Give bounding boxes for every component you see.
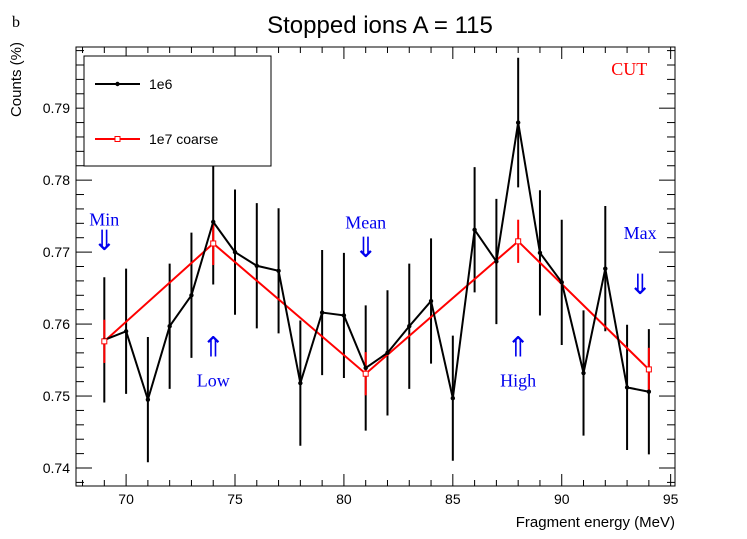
x-tick-label: 90 xyxy=(554,491,570,507)
point-1e6 xyxy=(145,397,151,402)
arrow-min-icon: ⇓ xyxy=(93,225,116,256)
point-1e6 xyxy=(603,266,608,271)
axes: 70 75 80 85 90 95 0.74 0.75 0.76 0.77 0.78 0.79 xyxy=(43,46,679,507)
panel-label: b xyxy=(12,14,20,31)
arrow-mean-icon: ⇓ xyxy=(354,232,377,263)
series-line-1e6 xyxy=(103,122,650,404)
x-tick-label: 80 xyxy=(336,491,352,507)
annotation-max: Max xyxy=(624,223,657,243)
point-1e6 xyxy=(494,259,499,264)
y-tick-label: 0.75 xyxy=(43,388,70,404)
point-1e6 xyxy=(385,350,390,356)
chart-title: Stopped ions A = 115 xyxy=(267,12,493,39)
point-1e6 xyxy=(167,324,172,329)
y-axis-label: Counts (%) xyxy=(8,42,25,117)
x-tick-label: 85 xyxy=(445,491,461,507)
arrow-low-icon: ⇑ xyxy=(201,331,224,362)
x-tick-label: 70 xyxy=(118,491,134,507)
point-1e7-coarse xyxy=(515,238,522,245)
y-tick-label: 0.78 xyxy=(43,172,70,188)
annotation-cut: CUT xyxy=(611,59,647,79)
legend-box xyxy=(83,55,272,167)
annotation-mean: Mean xyxy=(345,212,386,232)
series-layer xyxy=(101,57,652,463)
point-1e6 xyxy=(581,370,586,376)
legend-marker-1e6 xyxy=(115,81,120,87)
legend: 1e6 1e7 coarse xyxy=(83,55,272,167)
x-tick-label: 75 xyxy=(227,491,243,507)
point-1e6 xyxy=(319,310,325,315)
point-1e7-coarse xyxy=(645,366,652,373)
point-1e6 xyxy=(123,329,129,334)
annotation-low: Low xyxy=(197,371,230,391)
annotation-min: Min xyxy=(89,209,119,229)
legend-label-1e7-coarse: 1e7 coarse xyxy=(149,131,218,147)
x-axis-label: Fragment energy (MeV) xyxy=(516,514,675,531)
point-1e7-coarse xyxy=(210,240,217,247)
y-tick-label: 0.74 xyxy=(43,460,70,476)
legend-marker-1e7-coarse xyxy=(114,136,121,142)
arrow-high-icon: ⇑ xyxy=(506,331,529,362)
point-1e6 xyxy=(254,263,259,268)
point-1e6 xyxy=(428,298,434,304)
point-1e6 xyxy=(472,227,477,232)
y-tick-label: 0.77 xyxy=(43,244,70,260)
point-1e6 xyxy=(537,250,543,256)
point-1e6 xyxy=(189,293,194,298)
point-1e6 xyxy=(407,324,412,329)
arrow-max-icon: ⇓ xyxy=(628,269,651,300)
point-1e6 xyxy=(363,365,368,371)
point-1e6 xyxy=(624,385,630,390)
point-1e6 xyxy=(298,380,303,386)
legend-label-1e6: 1e6 xyxy=(149,76,173,92)
point-1e6 xyxy=(450,396,456,401)
point-1e6 xyxy=(341,313,347,318)
point-1e7-coarse xyxy=(101,338,108,345)
point-1e6 xyxy=(211,219,216,225)
point-1e6 xyxy=(276,268,281,274)
annotation-high: High xyxy=(500,371,536,391)
point-1e6 xyxy=(515,120,521,125)
x-tick-label: 95 xyxy=(663,491,679,507)
y-tick-label: 0.76 xyxy=(43,316,70,332)
point-1e6 xyxy=(559,280,564,285)
point-1e6 xyxy=(232,249,238,255)
y-tick-label: 0.79 xyxy=(43,100,70,116)
point-1e7-coarse xyxy=(362,370,369,377)
point-1e6 xyxy=(646,389,652,394)
